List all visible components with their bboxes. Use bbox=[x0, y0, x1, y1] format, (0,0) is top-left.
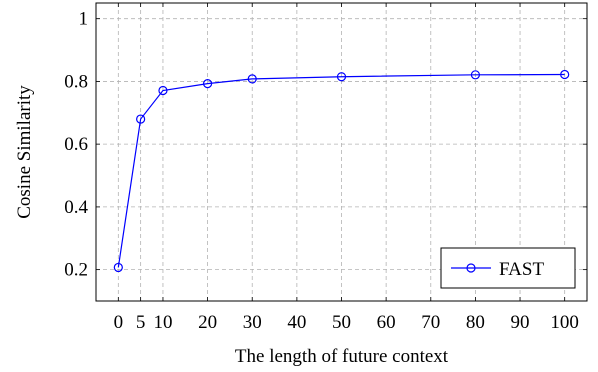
y-axis-title: Cosine Similarity bbox=[14, 85, 35, 219]
y-tick-label: 0.2 bbox=[64, 260, 88, 281]
y-tick-label: 0.6 bbox=[64, 134, 88, 155]
x-tick-label: 20 bbox=[198, 312, 217, 333]
x-tick-label: 40 bbox=[287, 312, 306, 333]
x-tick-label: 5 bbox=[136, 312, 146, 333]
y-tick-label: 0.8 bbox=[64, 71, 88, 92]
x-tick-label: 100 bbox=[550, 312, 579, 333]
legend: FAST bbox=[440, 247, 576, 289]
x-tick-label: 0 bbox=[114, 312, 124, 333]
x-tick-label: 60 bbox=[377, 312, 396, 333]
data-point bbox=[560, 69, 570, 80]
data-point bbox=[136, 114, 146, 124]
x-tick-label: 80 bbox=[466, 312, 485, 333]
data-point bbox=[336, 72, 347, 82]
x-axis-title: The length of future context bbox=[235, 346, 449, 367]
data-point bbox=[202, 79, 213, 89]
x-tick-label: 90 bbox=[511, 312, 530, 333]
y-tick-label: 1 bbox=[79, 9, 89, 30]
data-point bbox=[158, 85, 168, 96]
legend-marker bbox=[466, 263, 476, 273]
x-tick-label: 30 bbox=[243, 312, 262, 333]
data-point bbox=[113, 262, 123, 273]
x-tick-label: 50 bbox=[332, 312, 351, 333]
legend-label-fast: FAST bbox=[499, 259, 544, 280]
x-tick-label: 70 bbox=[421, 312, 440, 333]
series-layer bbox=[113, 69, 570, 273]
axis-ticks: 0 5 10 20 30 40 50 60 70 80 90 100 0.2 0.4 0.6 0.8 1 bbox=[64, 3, 587, 333]
data-point bbox=[247, 74, 257, 84]
y-tick-label: 0.4 bbox=[64, 197, 88, 218]
data-point bbox=[470, 70, 481, 80]
x-tick-label: 10 bbox=[153, 312, 172, 333]
series-line-fast bbox=[117, 73, 565, 268]
